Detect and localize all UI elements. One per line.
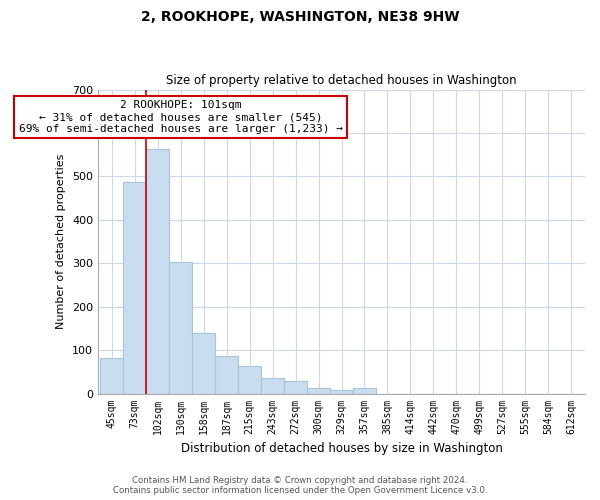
Bar <box>192 333 215 394</box>
Bar <box>124 182 146 394</box>
Text: Contains HM Land Registry data © Crown copyright and database right 2024.
Contai: Contains HM Land Registry data © Crown c… <box>113 476 487 495</box>
Bar <box>353 388 376 394</box>
Bar <box>330 390 353 394</box>
Text: 2, ROOKHOPE, WASHINGTON, NE38 9HW: 2, ROOKHOPE, WASHINGTON, NE38 9HW <box>141 10 459 24</box>
Bar <box>261 378 284 394</box>
Bar <box>284 382 307 394</box>
Bar <box>169 262 192 394</box>
Bar <box>215 356 238 394</box>
Bar <box>307 388 330 394</box>
Title: Size of property relative to detached houses in Washington: Size of property relative to detached ho… <box>166 74 517 87</box>
Text: 2 ROOKHOPE: 101sqm
← 31% of detached houses are smaller (545)
69% of semi-detach: 2 ROOKHOPE: 101sqm ← 31% of detached hou… <box>19 100 343 134</box>
Bar <box>146 150 169 394</box>
Y-axis label: Number of detached properties: Number of detached properties <box>56 154 67 329</box>
X-axis label: Distribution of detached houses by size in Washington: Distribution of detached houses by size … <box>181 442 502 455</box>
Bar <box>238 366 261 394</box>
Bar <box>100 358 124 394</box>
